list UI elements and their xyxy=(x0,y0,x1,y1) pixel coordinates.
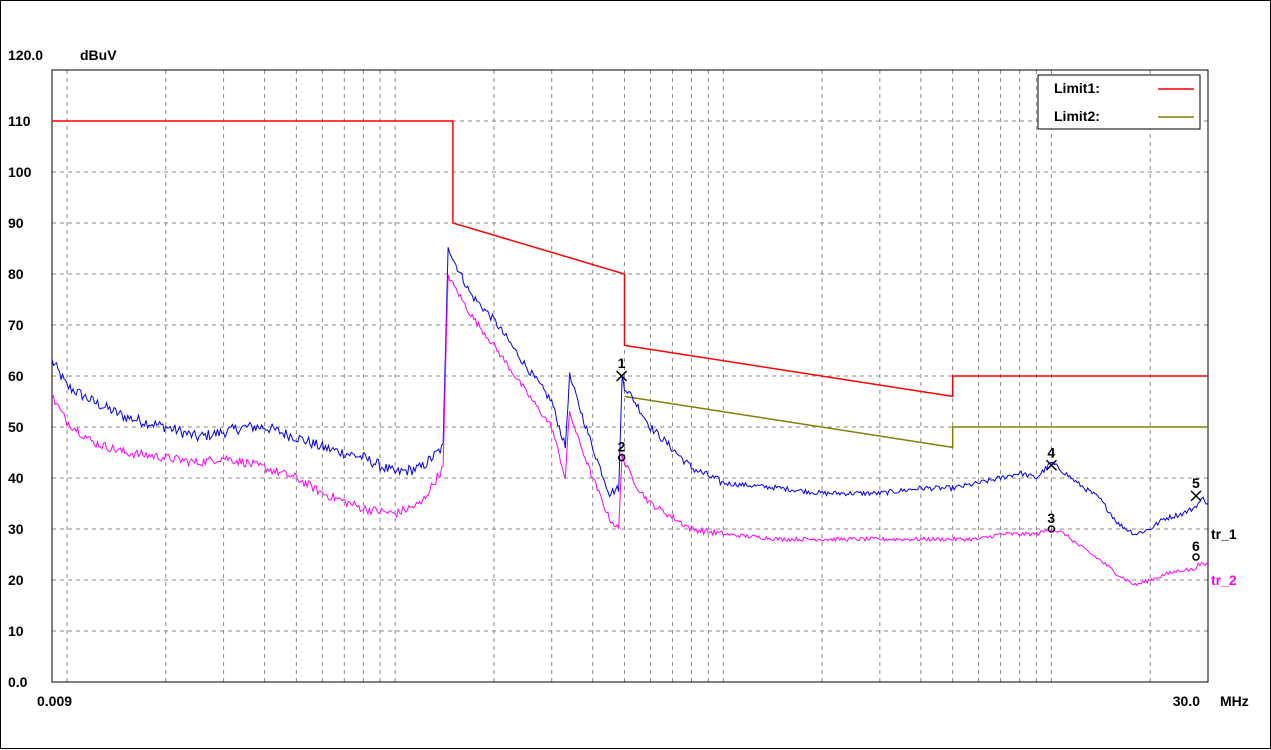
y-tick-label: 10 xyxy=(8,623,24,639)
marker-label-2: 2 xyxy=(618,439,626,455)
y-tick-label: 40 xyxy=(8,470,24,486)
y-tick-label: 70 xyxy=(8,317,24,333)
y-tick-label: 0.0 xyxy=(8,674,28,690)
y-tick-label: 80 xyxy=(8,266,24,282)
peak-markers: 1 2 3 4 5 6 xyxy=(616,355,1202,561)
x-unit-label: MHz xyxy=(1220,693,1249,709)
y-top-label: 120.0 xyxy=(8,47,43,63)
measurement-traces xyxy=(51,247,1209,587)
marker-label-5: 5 xyxy=(1192,475,1200,491)
y-tick-label: 60 xyxy=(8,368,24,384)
marker-o-6 xyxy=(1192,553,1200,561)
x-tick-label: 0.009 xyxy=(37,693,72,709)
limit-line-1 xyxy=(52,120,1208,398)
marker-label-3: 3 xyxy=(1047,510,1055,526)
marker-x-5 xyxy=(1190,490,1202,502)
y-unit-label: dBuV xyxy=(80,47,117,63)
marker-label-6: 6 xyxy=(1192,538,1200,554)
y-tick-labels: 110 100 90 80 70 60 50 40 30 20 10 0.0 xyxy=(8,113,32,690)
trace-tr_1 xyxy=(51,247,1209,536)
trace-tr_2 xyxy=(51,274,1209,587)
marker-x-1 xyxy=(616,370,628,382)
legend-label-limit2: Limit2: xyxy=(1054,108,1100,124)
marker-o-3 xyxy=(1047,525,1056,533)
marker-label-4: 4 xyxy=(1047,444,1055,460)
y-tick-label: 110 xyxy=(8,113,31,129)
y-tick-label: 20 xyxy=(8,572,24,588)
marker-label-1: 1 xyxy=(618,355,626,371)
y-tick-label: 30 xyxy=(8,521,24,537)
limit-line-2 xyxy=(624,395,1208,449)
trace-label-tr_1: tr_1 xyxy=(1211,526,1237,542)
legend: Limit1: Limit2: xyxy=(1037,74,1201,130)
marker-x-4 xyxy=(1045,459,1057,471)
legend-box xyxy=(1037,74,1201,130)
y-tick-label: 100 xyxy=(8,164,32,180)
y-tick-label: 50 xyxy=(8,419,24,435)
marker-o-2 xyxy=(617,453,626,462)
x-tick-label: 30.0 xyxy=(1173,693,1200,709)
trace-label-tr_2: tr_2 xyxy=(1211,572,1237,588)
legend-label-limit1: Limit1: xyxy=(1054,80,1100,96)
x-tick-labels: 0.009 30.0 xyxy=(37,693,1200,709)
limit-lines xyxy=(52,120,1208,449)
y-tick-label: 90 xyxy=(8,215,24,231)
